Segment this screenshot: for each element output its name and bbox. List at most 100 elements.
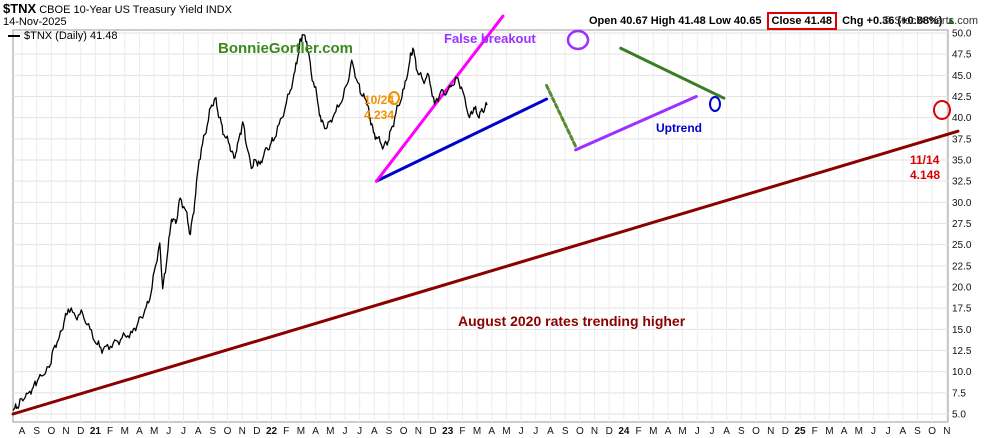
x-tick-label: A — [371, 426, 378, 437]
ticker-description: CBOE 10-Year US Treasury Yield INDX — [39, 4, 233, 16]
x-tick-label: D — [253, 426, 260, 437]
x-tick-label: O — [400, 426, 408, 437]
x-tick-label: S — [914, 426, 921, 437]
x-tick-label: N — [591, 426, 598, 437]
close-value: Close 41.48 — [766, 12, 838, 30]
x-tick-label: M — [473, 426, 481, 437]
current-date: 11/14 — [910, 153, 940, 167]
chart-title: $TNX CBOE 10-Year US Treasury Yield INDX — [3, 1, 232, 16]
x-tick-label: A — [665, 426, 672, 437]
x-tick-label: D — [77, 426, 84, 437]
peak-2023-circle — [388, 91, 400, 105]
tnx-price-line — [12, 34, 488, 411]
y-tick-label: 42.5 — [952, 92, 972, 103]
y-tick-label: 32.5 — [952, 177, 972, 188]
y-tick-label: 22.5 — [952, 261, 972, 272]
current-value: 4.148 — [910, 168, 940, 182]
y-tick-label: 35.0 — [952, 156, 972, 167]
false-breakout-label: False breakout — [444, 31, 536, 46]
false-breakout-circle — [566, 29, 590, 51]
x-tick-label: J — [181, 426, 186, 437]
x-tick-label: A — [547, 426, 554, 437]
2025-resistance-line — [619, 46, 726, 100]
y-tick-label: 37.5 — [952, 134, 972, 145]
uptrend-break-circle — [709, 96, 721, 112]
y-tick-label: 25.0 — [952, 240, 972, 251]
x-tick-label: J — [871, 426, 876, 437]
x-tick-label: F — [812, 426, 818, 437]
x-axis: A S O N D 21 F M A M J J A S O N D 22 F M A M J J A S O N D 23 F M A M J J A… — [19, 426, 951, 437]
x-tick-label: F — [107, 426, 113, 437]
x-tick-label: J — [357, 426, 362, 437]
legend-label: $TNX (Daily) 41.48 — [24, 30, 118, 42]
x-tick-label: M — [502, 426, 510, 437]
x-tick-label: A — [841, 426, 848, 437]
x-tick-label: O — [928, 426, 936, 437]
x-tick-label: M — [649, 426, 657, 437]
x-tick-label: 25 — [794, 426, 806, 437]
2025-support-line — [574, 95, 698, 152]
x-tick-label: A — [488, 426, 495, 437]
x-tick-label: N — [239, 426, 246, 437]
x-tick-label: 23 — [442, 426, 454, 437]
change-value: Chg +0.36 (+0.88%) — [842, 15, 943, 27]
x-tick-label: A — [136, 426, 143, 437]
annotation-marks — [388, 29, 951, 120]
x-tick-label: N — [943, 426, 950, 437]
x-tick-label: M — [297, 426, 305, 437]
y-tick-label: 17.5 — [952, 304, 972, 315]
x-tick-label: D — [429, 426, 436, 437]
y-tick-label: 12.5 — [952, 346, 972, 357]
x-tick-label: 22 — [266, 426, 278, 437]
uptrend-label: Uptrend — [656, 121, 702, 135]
open-value: Open 40.67 — [589, 15, 648, 27]
y-tick-label: 45.0 — [952, 71, 972, 82]
x-tick-label: N — [62, 426, 69, 437]
y-tick-label: 20.0 — [952, 283, 972, 294]
x-tick-label: N — [767, 426, 774, 437]
x-tick-label: O — [752, 426, 760, 437]
x-tick-label: A — [899, 426, 906, 437]
x-tick-label: A — [723, 426, 730, 437]
grid — [13, 30, 948, 422]
series-legend: $TNX (Daily) 41.48 — [8, 30, 118, 42]
peak-2023-date: 10/24 — [364, 93, 394, 107]
x-tick-label: F — [283, 426, 289, 437]
trend-note: August 2020 rates trending higher — [458, 313, 686, 329]
x-tick-label: J — [519, 426, 524, 437]
legend-swatch — [8, 35, 20, 38]
quote-bar: Open 40.67 High 41.48 Low 40.65 Close 41… — [589, 12, 956, 30]
y-tick-label: 15.0 — [952, 325, 972, 336]
x-tick-label: D — [782, 426, 789, 437]
x-tick-label: J — [695, 426, 700, 437]
x-tick-label: M — [678, 426, 686, 437]
current-value-circle — [933, 100, 951, 120]
y-tick-label: 5.0 — [952, 410, 966, 421]
y-tick-label: 7.5 — [952, 388, 966, 399]
chart-date: 14-Nov-2025 — [3, 16, 67, 28]
x-tick-label: J — [886, 426, 891, 437]
x-tick-label: 24 — [618, 426, 630, 437]
y-axis: 5.0 7.5 10.0 12.5 15.0 17.5 20.0 22.5 25.0 27.5 30… — [952, 29, 972, 421]
y-tick-label: 27.5 — [952, 219, 972, 230]
x-tick-label: S — [386, 426, 393, 437]
uptrend-line — [374, 97, 549, 183]
x-tick-label: O — [576, 426, 584, 437]
low-value: Low 40.65 — [708, 15, 762, 27]
x-tick-label: M — [326, 426, 334, 437]
x-tick-label: A — [19, 426, 26, 437]
false-breakout-line-line — [374, 14, 505, 183]
x-tick-label: J — [709, 426, 714, 437]
x-tick-label: M — [121, 426, 129, 437]
y-tick-label: 30.0 — [952, 198, 972, 209]
x-tick-label: J — [342, 426, 347, 437]
x-tick-label: J — [533, 426, 538, 437]
long-term-trend-line — [11, 129, 960, 416]
ticker-symbol: $TNX — [3, 1, 37, 16]
peak-2023-value: 4.234 — [364, 108, 394, 122]
x-tick-label: S — [33, 426, 40, 437]
x-tick-label: O — [224, 426, 232, 437]
x-tick-label: D — [606, 426, 613, 437]
x-tick-label: J — [166, 426, 171, 437]
